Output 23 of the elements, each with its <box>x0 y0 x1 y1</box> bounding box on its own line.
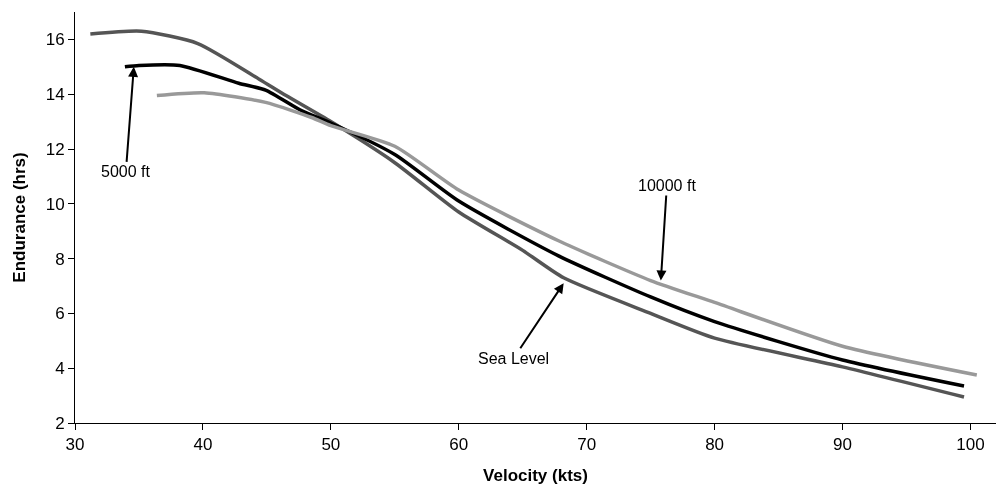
y-tick-label: 10 <box>45 194 65 214</box>
x-tick-label: 40 <box>193 435 213 455</box>
y-axis-title: Endurance (hrs) <box>10 152 30 283</box>
line-series <box>88 29 966 399</box>
y-tick-label: 4 <box>55 359 65 379</box>
y-tick-label: 12 <box>45 139 65 159</box>
x-tick-label: 80 <box>705 435 725 455</box>
x-tick-label: 60 <box>449 435 469 455</box>
annotation: 10000 ft <box>638 177 697 194</box>
y-tick-label: 2 <box>55 413 65 433</box>
x-tick-label: 70 <box>577 435 597 455</box>
line-series <box>155 91 979 377</box>
x-tick-label: 30 <box>65 435 85 455</box>
annotation: Sea Level <box>478 350 550 367</box>
y-tick-label: 14 <box>45 85 65 105</box>
x-tick-label: 50 <box>321 435 341 455</box>
x-axis-title: Velocity (kts) <box>483 465 588 485</box>
x-tick-label: 100 <box>956 435 985 455</box>
x-tick-label: 90 <box>833 435 852 455</box>
y-tick-label: 8 <box>55 249 65 269</box>
y-tick-label: 6 <box>55 304 65 324</box>
annotation: 5000 ft <box>101 163 151 180</box>
y-tick-label: 16 <box>45 30 65 50</box>
